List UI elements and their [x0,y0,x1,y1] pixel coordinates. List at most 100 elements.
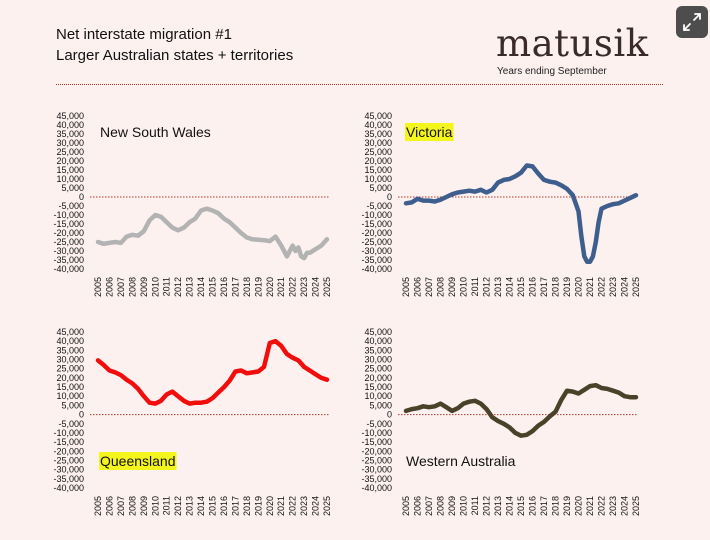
y-tick-label: 25,000 [56,364,84,374]
x-tick-label: 2014 [505,277,515,297]
panel-title: New South Wales [100,124,211,140]
y-tick-label: -30,000 [361,465,392,475]
expand-icon [683,13,701,31]
y-tick-label: 40,000 [56,120,84,130]
x-tick-label: 2011 [470,277,480,296]
x-tick-label: 2024 [311,496,321,516]
x-tick-label: 2007 [116,496,126,516]
x-tick-label: 2014 [505,496,515,516]
series-line [403,382,639,438]
x-tick-label: 2009 [447,277,457,297]
y-tick-label: 45,000 [364,111,392,121]
x-tick-label: 2009 [139,496,149,516]
y-tick-label: 20,000 [364,156,392,166]
y-tick-label: -35,000 [361,474,392,484]
x-tick-label: 2017 [539,277,549,297]
y-tick-label: -25,000 [361,237,392,247]
x-tick-label: 2009 [139,277,149,297]
x-tick-label: 2007 [116,277,126,297]
panel-title-highlight [99,452,177,470]
x-tick-label: 2012 [482,277,492,297]
series-line [95,206,330,261]
y-tick-label: 15,000 [364,382,392,392]
x-tick-label: 2006 [104,496,114,516]
y-tick-label: -30,000 [53,465,84,475]
y-tick-label: -25,000 [53,455,84,465]
x-tick-label: 2005 [401,277,411,297]
x-tick-label: 2023 [299,277,309,297]
y-tick-label: 0 [79,410,84,420]
y-tick-label: -5,000 [366,201,392,211]
expand-button[interactable] [676,6,708,38]
y-tick-label: -25,000 [361,455,392,465]
x-tick-label: 2017 [539,496,549,516]
y-tick-label: 25,000 [364,147,392,157]
y-tick-label: -35,000 [361,255,392,265]
x-tick-label: 2016 [528,277,538,297]
x-tick-label: 2018 [242,496,252,516]
x-tick-label: 2017 [230,496,240,516]
x-tick-label: 2012 [482,496,492,516]
x-tick-label: 2015 [516,277,526,297]
x-tick-label: 2025 [322,496,332,516]
y-tick-label: -10,000 [53,210,84,220]
x-tick-label: 2021 [585,277,595,297]
x-tick-label: 2015 [516,496,526,516]
y-tick-label: -25,000 [53,237,84,247]
y-tick-label: -20,000 [361,446,392,456]
x-tick-label: 2025 [631,277,641,297]
y-tick-label: 15,000 [364,165,392,175]
y-tick-label: -35,000 [53,255,84,265]
x-tick-label: 2008 [127,496,137,516]
panel-title: Western Australia [406,453,516,469]
brand-tagline: Years ending September [497,66,607,77]
panel-title: Victoria [406,124,453,140]
y-tick-label: 30,000 [56,138,84,148]
x-tick-label: 2015 [208,496,218,516]
x-tick-label: 2020 [574,277,584,297]
y-tick-label: 25,000 [364,364,392,374]
x-tick-label: 2010 [459,277,469,297]
y-tick-label: -30,000 [53,246,84,256]
y-tick-label: 30,000 [364,355,392,365]
y-tick-label: 0 [387,192,392,202]
x-tick-label: 2018 [551,496,561,516]
y-tick-label: 35,000 [364,345,392,355]
x-tick-label: 2010 [150,277,160,297]
y-tick-label: -20,000 [53,228,84,238]
x-tick-label: 2019 [562,496,572,516]
x-tick-label: 2005 [401,496,411,516]
x-tick-label: 2005 [93,277,103,297]
y-tick-label: 40,000 [56,336,84,346]
x-tick-label: 2019 [562,277,572,297]
x-tick-label: 2021 [276,277,286,297]
x-tick-label: 2022 [597,277,607,297]
x-tick-label: 2018 [551,277,561,297]
y-tick-label: -15,000 [53,437,84,447]
y-tick-label: -5,000 [58,201,84,211]
y-tick-label: 20,000 [56,156,84,166]
x-tick-label: 2014 [196,496,206,516]
brand-logo: matusik [496,22,649,65]
x-tick-label: 2022 [597,496,607,516]
y-tick-label: 35,000 [364,129,392,139]
x-tick-label: 2009 [447,496,457,516]
x-tick-label: 2015 [208,277,218,297]
y-tick-label: -15,000 [361,437,392,447]
x-tick-label: 2022 [288,496,298,516]
y-tick-label: 45,000 [364,327,392,337]
series-line [95,338,330,406]
y-tick-label: -5,000 [366,419,392,429]
x-tick-label: 2010 [459,496,469,516]
x-tick-label: 2022 [288,277,298,297]
x-tick-label: 2008 [436,496,446,516]
y-tick-label: 30,000 [364,138,392,148]
x-tick-label: 2011 [162,496,172,515]
x-tick-label: 2017 [230,277,240,297]
y-tick-label: -40,000 [53,264,84,274]
x-tick-label: 2018 [242,277,252,297]
panel-title-highlight [405,123,454,141]
header-divider [56,84,663,85]
y-tick-label: 10,000 [364,391,392,401]
